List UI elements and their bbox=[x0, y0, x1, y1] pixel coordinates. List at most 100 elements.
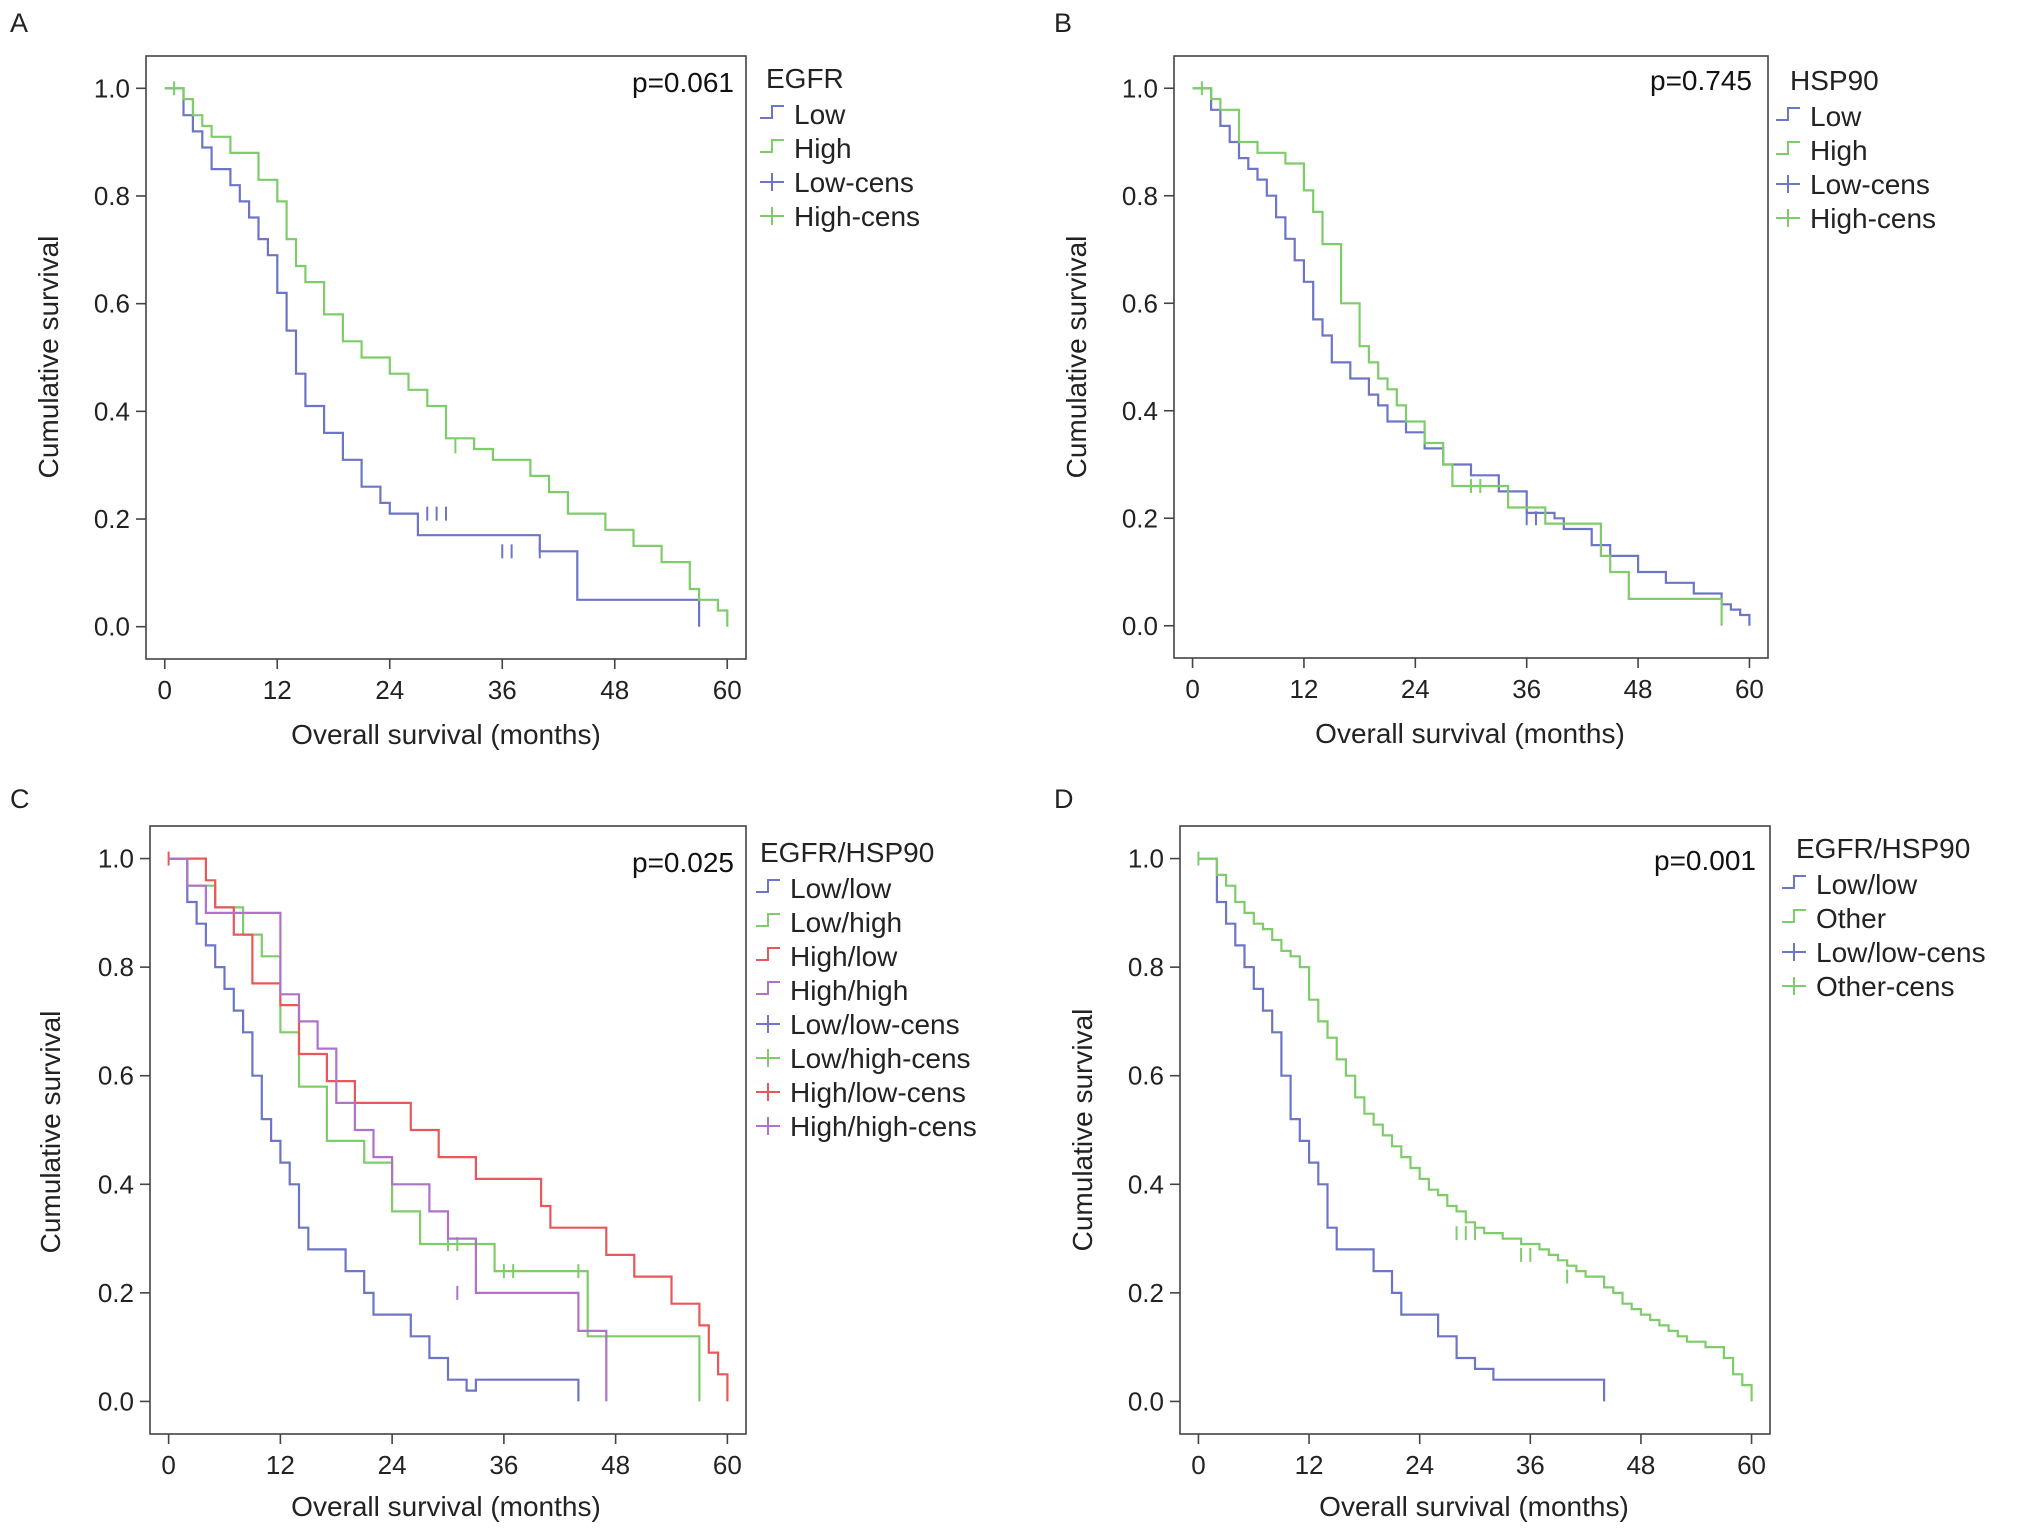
legend-item: Low-cens bbox=[760, 167, 914, 198]
y-tick-label: 0.8 bbox=[1128, 952, 1164, 982]
y-tick-label: 0.4 bbox=[1128, 1169, 1164, 1199]
legend-item: High bbox=[1776, 135, 1868, 166]
x-tick-label: 48 bbox=[1626, 1450, 1655, 1480]
y-tick-label: 0.6 bbox=[1122, 288, 1158, 318]
y-tick-label: 0.2 bbox=[94, 504, 130, 534]
y-tick-label: 0.6 bbox=[98, 1061, 134, 1091]
survival-curves bbox=[164, 81, 729, 627]
legend-title: HSP90 bbox=[1790, 65, 1879, 96]
legend-swatch-step bbox=[756, 879, 780, 893]
legend-swatch-step bbox=[1782, 909, 1806, 923]
plot-frame bbox=[149, 825, 747, 1435]
plot-frame bbox=[145, 55, 747, 660]
x-tick-label: 36 bbox=[488, 675, 517, 705]
legend-item: Low-cens bbox=[1776, 169, 1930, 200]
legend-item: High-cens bbox=[1776, 203, 1936, 234]
y-tick-label: 0.6 bbox=[94, 289, 130, 319]
y-tick-label: 1.0 bbox=[1122, 73, 1158, 103]
plot-frame bbox=[1173, 55, 1769, 659]
panel-letter: B bbox=[1054, 8, 1072, 38]
x-tick-label: 48 bbox=[1624, 674, 1653, 704]
y-axis-title: Cumulative survival bbox=[33, 236, 64, 479]
y-tick-label: 0.4 bbox=[94, 396, 130, 426]
x-tick-label: 24 bbox=[378, 1450, 407, 1480]
legend-item: Low/low bbox=[1782, 869, 1918, 900]
legend-label: High/low-cens bbox=[790, 1077, 966, 1108]
legend-swatch-step bbox=[1776, 141, 1800, 155]
x-tick-label: 12 bbox=[263, 675, 292, 705]
y-tick-label: 0.4 bbox=[1122, 396, 1158, 426]
panel-letter: C bbox=[10, 784, 30, 814]
legend-swatch-step bbox=[760, 139, 784, 153]
legend-swatch-step bbox=[756, 913, 780, 927]
legend-label: Low/low-cens bbox=[790, 1009, 960, 1040]
curve-low-low bbox=[168, 857, 580, 1402]
legend-label: Other-cens bbox=[1816, 971, 1955, 1002]
y-axis-title: Cumulative survival bbox=[1061, 236, 1092, 479]
panel-letter: D bbox=[1054, 784, 1074, 814]
x-tick-label: 60 bbox=[1737, 1450, 1766, 1480]
curve-low bbox=[164, 87, 701, 627]
x-axis-title: Overall survival (months) bbox=[1315, 718, 1625, 749]
legend-label: Low/low bbox=[790, 873, 892, 904]
axis-ticks: 0 12 24 36 48 60 0.0 0.2 0.4 0.6 0.8 1.0 bbox=[94, 73, 742, 705]
legend-item: High/low bbox=[756, 941, 898, 972]
x-tick-label: 0 bbox=[1191, 1450, 1205, 1480]
y-tick-label: 0.6 bbox=[1128, 1061, 1164, 1091]
legend-item: High-cens bbox=[760, 201, 920, 232]
x-tick-label: 12 bbox=[266, 1450, 295, 1480]
y-tick-label: 0.8 bbox=[98, 952, 134, 982]
legend-swatch-step bbox=[760, 105, 784, 119]
legend-label: High-cens bbox=[1810, 203, 1936, 234]
legend-label: Low/high-cens bbox=[790, 1043, 971, 1074]
y-tick-label: 0.0 bbox=[94, 612, 130, 642]
curve-low-low bbox=[1198, 857, 1606, 1402]
x-tick-label: 24 bbox=[375, 675, 404, 705]
y-tick-label: 0.4 bbox=[98, 1169, 134, 1199]
x-tick-label: 36 bbox=[1512, 674, 1541, 704]
panel-a: A 0 12 24 36 48 60 0.0 0.2 0.4 0.6 0.8 1.0 Overall … bbox=[10, 8, 920, 750]
x-axis-title: Overall survival (months) bbox=[291, 719, 601, 750]
y-tick-label: 0.0 bbox=[98, 1386, 134, 1416]
legend-label: Low/low bbox=[1816, 869, 1918, 900]
legend: EGFR/HSP90 Low/lowLow/highHigh/lowHigh/h… bbox=[756, 837, 977, 1142]
y-tick-label: 0.8 bbox=[94, 181, 130, 211]
survival-curves bbox=[1197, 851, 1753, 1402]
legend-label: Low bbox=[794, 99, 846, 130]
p-value: p=0.025 bbox=[632, 847, 734, 878]
y-tick-label: 0.8 bbox=[1122, 181, 1158, 211]
y-axis-title: Cumulative survival bbox=[35, 1011, 66, 1254]
curve-high-high bbox=[168, 857, 608, 1402]
legend-title: EGFR bbox=[766, 63, 844, 94]
y-tick-label: 1.0 bbox=[98, 844, 134, 874]
x-tick-label: 60 bbox=[1735, 674, 1764, 704]
y-axis-title: Cumulative survival bbox=[1067, 1009, 1098, 1252]
x-tick-label: 0 bbox=[1185, 674, 1199, 704]
legend-swatch-step bbox=[1776, 107, 1800, 121]
legend-label: High-cens bbox=[794, 201, 920, 232]
x-tick-label: 0 bbox=[161, 1450, 175, 1480]
legend-label: Low/low-cens bbox=[1816, 937, 1986, 968]
curve-high-low bbox=[168, 857, 729, 1402]
p-value: p=0.001 bbox=[1654, 845, 1756, 876]
legend-item: High/high bbox=[756, 975, 908, 1006]
x-axis-title: Overall survival (months) bbox=[291, 1491, 601, 1522]
curve-other bbox=[1198, 857, 1753, 1402]
legend-item: Other bbox=[1782, 903, 1886, 934]
panel-b: B 0 12 24 36 48 60 0.0 0.2 0.4 0.6 0.8 1.0 Overall … bbox=[1054, 8, 1936, 749]
legend-label: High/high-cens bbox=[790, 1111, 977, 1142]
legend-items: Low/lowLow/highHigh/lowHigh/highLow/low-… bbox=[756, 873, 977, 1142]
legend-label: Low/high bbox=[790, 907, 902, 938]
legend-item: Low/high bbox=[756, 907, 902, 938]
p-value: p=0.745 bbox=[1650, 65, 1752, 96]
legend-item: Low/low-cens bbox=[756, 1009, 960, 1040]
legend-item: High bbox=[760, 133, 852, 164]
x-tick-label: 12 bbox=[1289, 674, 1318, 704]
legend-swatch-step bbox=[756, 947, 780, 961]
legend-item: Low/high-cens bbox=[756, 1043, 971, 1074]
